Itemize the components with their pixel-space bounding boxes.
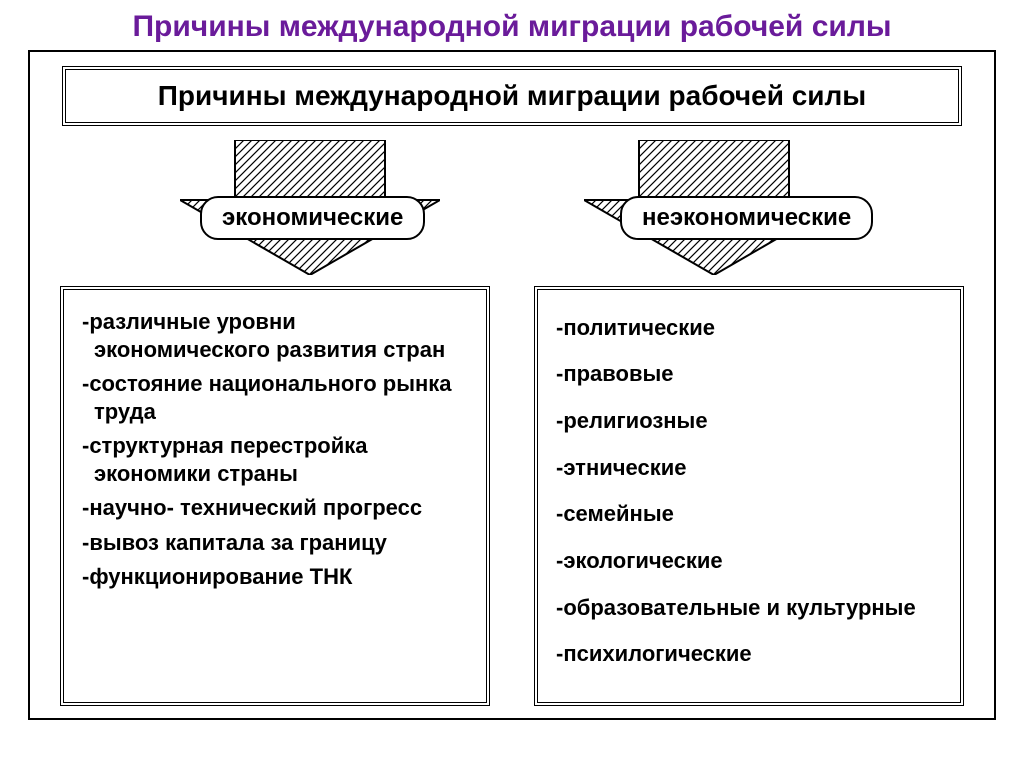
list-item: -религиозные	[556, 401, 946, 442]
list-item: -экологические	[556, 541, 946, 582]
list-item: -семейные	[556, 494, 946, 535]
list-item: -научно- технический прогресс	[82, 494, 472, 522]
list-item: -структурная перестройка экономики стран…	[82, 432, 472, 488]
list-item: -различные уровни экономического развити…	[82, 308, 472, 364]
list-item: -образовательные и культурные	[556, 588, 946, 629]
list-item: -правовые	[556, 354, 946, 395]
list-item: -функционирование ТНК	[82, 563, 472, 591]
list-item: -политические	[556, 308, 946, 349]
list-item: -этнические	[556, 448, 946, 489]
page-title: Причины международной миграции рабочей с…	[0, 0, 1024, 50]
diagram-frame: Причины международной миграции рабочей с…	[28, 50, 996, 720]
list-item: -состояние национального рынка труда	[82, 370, 472, 426]
list-box-noneconomic: -политические -правовые -религиозные -этнич…	[534, 286, 964, 706]
list-item: -психилогические	[556, 634, 946, 675]
branch-label-right: неэкономические	[620, 196, 873, 240]
list-item: -вывоз капитала за границу	[82, 529, 472, 557]
diagram-header-box: Причины международной миграции рабочей с…	[62, 66, 962, 126]
list-box-economic: -различные уровни экономического развити…	[60, 286, 490, 706]
branch-label-left: экономические	[200, 196, 425, 240]
